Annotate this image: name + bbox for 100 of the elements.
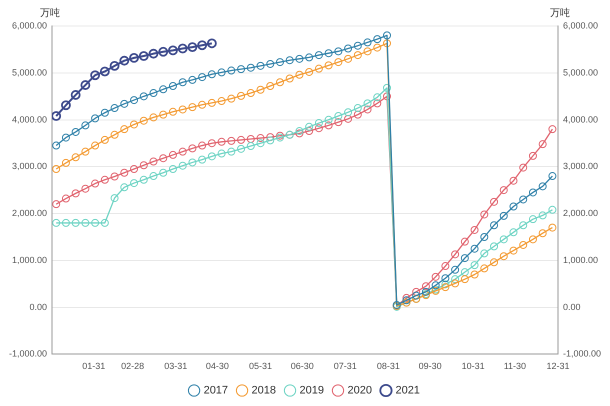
point	[91, 218, 100, 227]
point	[490, 198, 498, 206]
y2-tick-label: 1,000.00	[562, 254, 598, 265]
point	[383, 92, 392, 100]
point	[295, 54, 304, 63]
point	[188, 158, 196, 166]
point	[538, 211, 547, 220]
point	[266, 133, 274, 142]
point	[364, 47, 372, 56]
point	[62, 218, 70, 227]
point	[519, 240, 528, 249]
point	[344, 114, 352, 123]
point	[100, 66, 110, 76]
point	[52, 200, 60, 208]
y2-tick-label: 5,000.00	[562, 67, 598, 78]
y-tick-label: 1,000.00	[12, 254, 48, 265]
point	[334, 112, 342, 120]
point	[138, 51, 149, 61]
point	[509, 176, 518, 185]
point	[402, 294, 410, 302]
point	[500, 235, 508, 244]
point	[305, 53, 314, 62]
point	[159, 168, 168, 177]
point	[480, 232, 488, 241]
point	[548, 206, 556, 214]
point	[314, 51, 323, 60]
legend-label: 2018	[252, 384, 276, 397]
point	[432, 272, 440, 281]
point	[334, 58, 342, 66]
point	[246, 134, 255, 143]
point	[441, 283, 450, 292]
point	[159, 85, 168, 94]
point	[178, 44, 188, 54]
point	[286, 56, 294, 64]
point	[130, 120, 138, 128]
point	[100, 218, 109, 227]
point	[519, 221, 528, 230]
point	[237, 136, 246, 144]
point	[470, 261, 479, 270]
y-tick-label: 5,000.00	[12, 67, 48, 78]
point	[548, 224, 556, 232]
point	[188, 144, 196, 152]
point	[129, 52, 139, 63]
point	[373, 99, 382, 108]
point	[91, 142, 100, 150]
point	[528, 215, 537, 224]
point	[168, 150, 177, 159]
point	[140, 92, 148, 100]
point	[256, 86, 265, 94]
point	[451, 275, 460, 284]
point	[218, 150, 226, 158]
point	[266, 82, 274, 90]
point	[412, 288, 420, 296]
point	[441, 280, 450, 288]
point	[72, 128, 80, 136]
point	[178, 105, 187, 114]
point	[218, 138, 226, 146]
x-tick-label: 10-31	[462, 361, 485, 372]
point	[70, 90, 81, 100]
point	[276, 78, 284, 86]
point	[218, 68, 226, 76]
point	[314, 64, 323, 73]
point	[295, 70, 304, 79]
point	[509, 246, 518, 255]
point	[168, 45, 178, 56]
point	[52, 218, 60, 227]
point	[402, 296, 410, 304]
point	[72, 218, 80, 227]
point	[62, 194, 70, 203]
point	[538, 140, 547, 148]
point	[91, 114, 100, 122]
point	[120, 183, 128, 192]
point	[266, 60, 274, 68]
point	[373, 44, 382, 52]
point	[227, 94, 236, 103]
point	[344, 54, 352, 63]
point	[441, 262, 450, 270]
point	[500, 212, 508, 220]
point	[159, 110, 168, 119]
point	[383, 31, 392, 40]
point	[354, 110, 362, 119]
point	[256, 134, 265, 142]
y2-tick-label: 6,000.00	[562, 20, 598, 30]
point	[62, 158, 70, 167]
point	[548, 125, 556, 134]
point	[120, 125, 128, 134]
legend-label: 2019	[300, 384, 324, 397]
point	[324, 49, 333, 58]
point	[158, 46, 168, 57]
point	[364, 105, 372, 114]
point	[451, 266, 460, 274]
point	[237, 144, 246, 153]
point	[305, 122, 314, 131]
point	[314, 119, 323, 128]
point	[140, 161, 148, 170]
point	[119, 56, 130, 66]
point	[451, 250, 460, 258]
point	[500, 252, 508, 260]
point	[178, 148, 187, 156]
point	[208, 139, 216, 148]
